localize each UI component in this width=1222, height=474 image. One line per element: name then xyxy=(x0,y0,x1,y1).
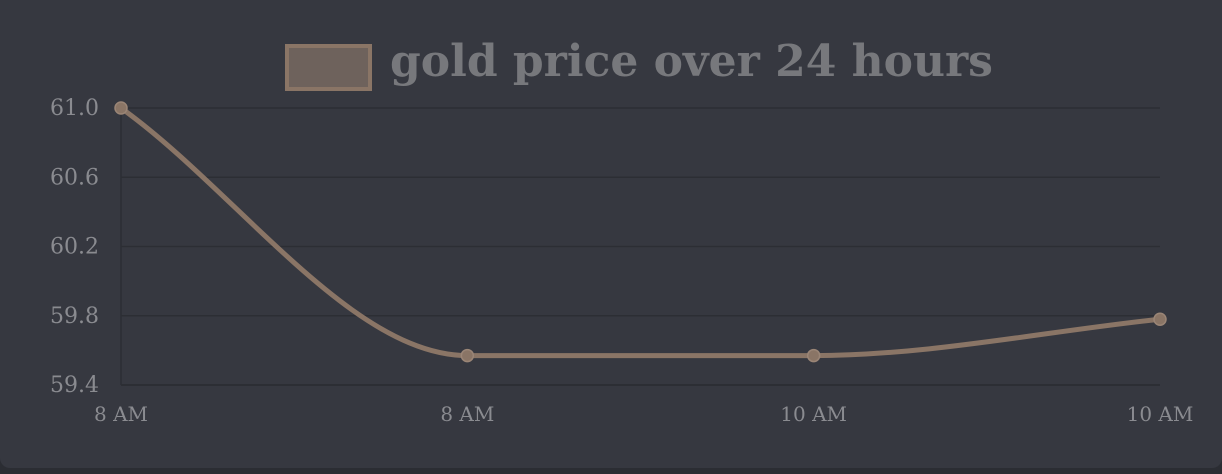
y-tick-label: 60.6 xyxy=(50,165,99,190)
data-point[interactable] xyxy=(1153,312,1167,326)
series-line xyxy=(118,105,1163,359)
y-tick-label: 61.0 xyxy=(50,96,99,121)
x-tick-label: 10 AM xyxy=(1127,402,1194,426)
y-tick-label: 60.2 xyxy=(50,235,99,260)
y-tick-label: 59.4 xyxy=(50,373,99,398)
x-axis: 8 AM 8 AM 10 AM 10 AM xyxy=(94,402,1193,426)
x-tick-label: 8 AM xyxy=(94,402,148,426)
gridlines xyxy=(120,107,1160,386)
legend[interactable]: gold price over 24 hours xyxy=(285,36,993,91)
data-point[interactable] xyxy=(806,348,821,363)
y-tick-label: 59.8 xyxy=(50,304,99,329)
y-axis: 61.0 60.6 60.2 59.8 59.4 xyxy=(50,96,99,398)
x-tick-label: 8 AM xyxy=(440,402,494,426)
legend-label[interactable]: gold price over 24 hours xyxy=(390,36,993,87)
series xyxy=(114,101,1167,363)
legend-swatch[interactable] xyxy=(285,44,372,91)
data-point[interactable] xyxy=(460,348,475,363)
x-tick-label: 10 AM xyxy=(780,402,847,426)
data-point[interactable] xyxy=(114,101,128,115)
